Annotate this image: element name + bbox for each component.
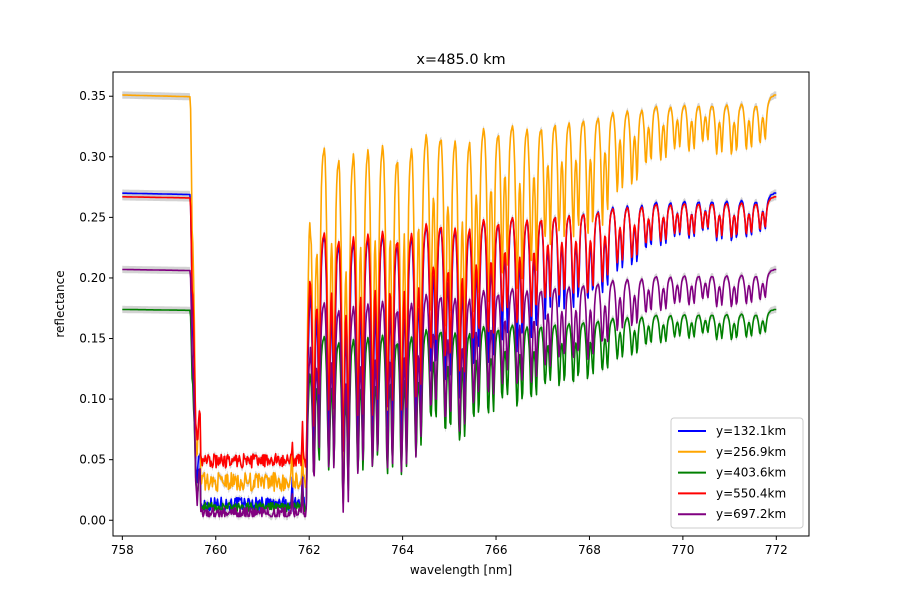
legend: y=132.1km y=256.9km y=403.6km y=550.4km y=69…: [670, 417, 804, 529]
legend-label: y=256.9km: [716, 445, 786, 459]
y-tick-label: 0.20: [79, 271, 106, 285]
x-tick-label: 772: [765, 543, 788, 557]
series-line: [122, 94, 777, 492]
legend-label: y=132.1km: [716, 424, 786, 438]
x-tick-label: 758: [111, 543, 134, 557]
y-tick-label: 0.00: [79, 513, 106, 527]
legend-label: y=403.6km: [716, 466, 786, 480]
plot-area-frame: [112, 71, 810, 537]
legend-label: y=550.4km: [716, 486, 786, 500]
y-tick-label: 0.05: [79, 453, 106, 467]
y-tick-label: 0.25: [79, 210, 106, 224]
x-axis-label: wavelength [nm]: [410, 563, 512, 577]
x-tick-label: 768: [578, 543, 601, 557]
legend-label: y=697.2km: [716, 507, 786, 521]
chart-title: x=485.0 km: [416, 52, 505, 68]
legend-box: [670, 417, 804, 529]
y-axis-label: reflectance: [53, 270, 67, 337]
x-tick-label: 764: [391, 543, 414, 557]
y-tick-label: 0.10: [79, 392, 106, 406]
x-tick-label: 760: [204, 543, 227, 557]
y-tick-label: 0.15: [79, 332, 106, 346]
y-tick-label: 0.35: [79, 89, 106, 103]
x-axis-ticks: 758 760 762 764 766 768 770 772: [111, 536, 788, 557]
series-lines: [122, 94, 777, 518]
x-tick-label: 762: [298, 543, 321, 557]
y-axis-ticks: 0.00 0.05 0.10 0.15 0.20 0.25 0.30 0.35: [79, 89, 113, 527]
series-line: [122, 196, 777, 469]
x-tick-label: 766: [485, 543, 508, 557]
y-tick-label: 0.30: [79, 150, 106, 164]
x-tick-label: 770: [671, 543, 694, 557]
series-line: [122, 268, 777, 518]
